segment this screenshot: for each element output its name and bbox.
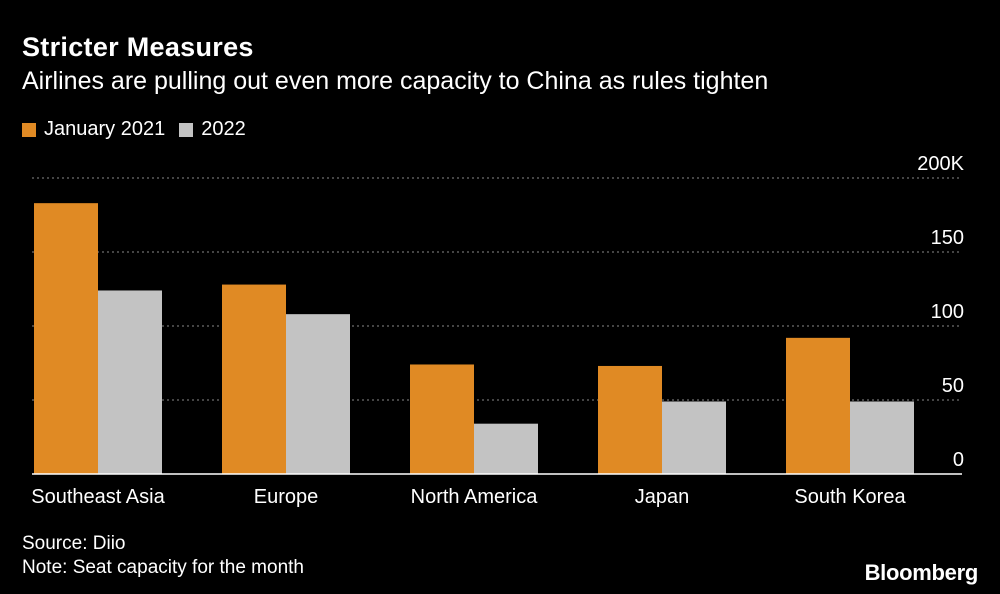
bar-2022 [474, 423, 538, 474]
bar-2022 [286, 314, 350, 474]
y-tick-label: 50 [942, 375, 964, 397]
y-tick-label: 150 [931, 227, 964, 249]
x-tick-label: South Korea [794, 486, 906, 508]
chart-title: Stricter Measures [22, 32, 254, 62]
x-tick-label: Europe [254, 486, 319, 508]
y-tick-label: 200K [917, 153, 964, 175]
legend-item-january-2021: January 2021 [22, 118, 165, 141]
x-tick-label: North America [411, 486, 539, 508]
bar-january-2021 [222, 284, 286, 474]
source-note: Source: Diio [22, 533, 126, 554]
bar-january-2021 [34, 203, 98, 474]
bar-january-2021 [410, 364, 474, 474]
legend-item-2022: 2022 [179, 118, 246, 141]
legend-label-january-2021: January 2021 [44, 118, 166, 140]
bar-chart: 0 50 100 150 200K Southeast Asia Europe North A… [31, 153, 964, 508]
x-tick-label: Southeast Asia [31, 486, 165, 508]
bloomberg-logo: Bloomberg [864, 560, 979, 585]
x-tick-label: Japan [635, 486, 690, 508]
y-tick-label: 0 [953, 449, 964, 471]
bar-2022 [850, 401, 914, 474]
bar-january-2021 [598, 365, 662, 474]
legend-swatch-2022 [179, 122, 194, 137]
chart-subtitle: Airlines are pulling out even more capac… [22, 67, 769, 95]
legend-swatch-january-2021 [22, 122, 36, 137]
y-tick-label: 100 [931, 301, 964, 323]
bar-january-2021 [786, 337, 850, 474]
chart-legend: January 2021 2022 [22, 118, 260, 141]
bar-2022 [662, 401, 726, 474]
legend-label-2022: 2022 [201, 118, 246, 140]
footnote: Note: Seat capacity for the month [22, 557, 304, 578]
bar-2022 [98, 290, 162, 474]
